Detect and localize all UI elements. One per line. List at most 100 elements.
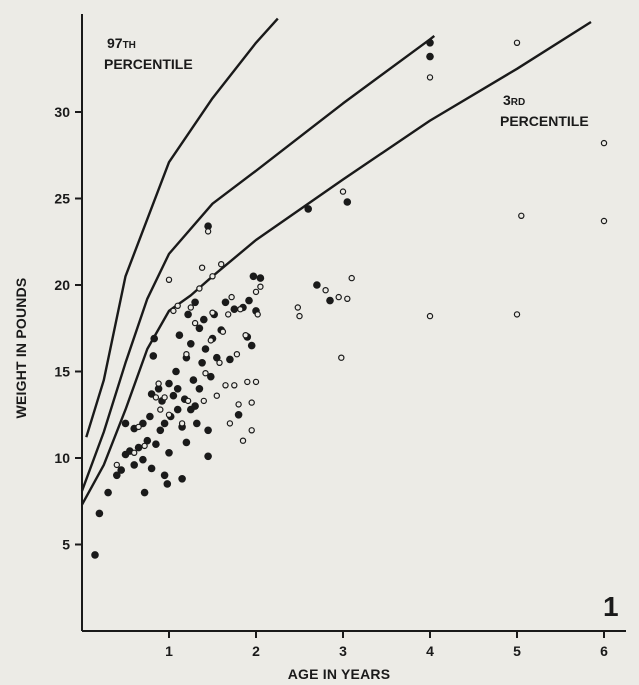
data-point-filled xyxy=(163,480,172,488)
data-point-filled xyxy=(91,551,99,559)
data-point-filled xyxy=(426,52,434,61)
data-point-filled xyxy=(230,305,239,314)
data-point-open xyxy=(183,351,190,358)
curve-label-97th-number: 97 xyxy=(107,35,123,51)
data-point-open xyxy=(178,420,186,427)
data-point-filled xyxy=(178,475,186,483)
data-point-open xyxy=(294,304,301,311)
data-point-open xyxy=(235,401,242,408)
data-point-filled xyxy=(191,298,199,307)
data-point-filled xyxy=(247,341,256,350)
data-point-open xyxy=(600,217,608,225)
data-point-filled xyxy=(326,296,334,305)
y-tick-label: 20 xyxy=(54,277,70,293)
data-point-open xyxy=(600,139,608,147)
data-point-open xyxy=(518,212,525,219)
data-point-open xyxy=(170,307,177,315)
x-tick-label: 4 xyxy=(426,643,434,659)
data-point-open xyxy=(338,354,345,361)
data-point-open xyxy=(202,370,209,377)
data-point-filled xyxy=(304,205,313,213)
data-point-filled xyxy=(152,440,160,449)
data-point-filled xyxy=(130,461,138,469)
data-point-filled xyxy=(117,466,125,474)
data-point-open xyxy=(196,285,203,292)
data-point-open xyxy=(217,261,225,268)
curve-median xyxy=(80,34,436,492)
data-point-open xyxy=(204,228,212,235)
data-point-open xyxy=(239,437,247,444)
data-point-open xyxy=(513,311,521,318)
data-points xyxy=(91,39,608,559)
y-tick-label: 15 xyxy=(54,364,70,380)
data-point-open xyxy=(157,406,164,413)
data-point-open xyxy=(231,382,238,389)
data-point-filled xyxy=(184,310,192,319)
data-point-open xyxy=(513,39,521,47)
axis-ticks: 1 2 3 4 5 6 5 10 15 20 25 30 xyxy=(54,104,608,659)
data-point-open xyxy=(209,309,216,316)
data-point-open xyxy=(165,276,173,283)
data-point-filled xyxy=(426,39,434,47)
data-point-filled xyxy=(169,391,178,400)
data-point-filled xyxy=(191,402,199,410)
data-point-open xyxy=(113,461,121,469)
data-point-filled xyxy=(134,443,143,452)
data-point-filled xyxy=(147,464,156,473)
x-tick-label: 3 xyxy=(339,643,347,659)
data-point-filled xyxy=(343,198,352,206)
data-point-open xyxy=(213,392,220,399)
data-point-filled xyxy=(139,455,147,464)
curve-label-97th-line2: PERCENTILE xyxy=(104,56,193,72)
data-point-open xyxy=(339,188,347,195)
data-point-open xyxy=(191,319,199,327)
y-tick-label: 30 xyxy=(54,104,70,120)
data-point-filled xyxy=(113,471,121,480)
data-point-filled xyxy=(95,509,104,518)
x-tick-label: 2 xyxy=(252,643,260,659)
data-point-filled xyxy=(245,296,253,305)
data-point-open xyxy=(174,302,181,309)
data-point-filled xyxy=(165,449,173,457)
y-axis-title: WEIGHT IN POUNDS xyxy=(13,278,29,419)
data-point-filled xyxy=(154,385,163,393)
data-point-filled xyxy=(204,426,212,435)
percentile-curves xyxy=(80,17,592,506)
curve-label-97th-suffix: TH xyxy=(123,40,136,51)
data-point-filled xyxy=(195,324,204,333)
data-point-filled xyxy=(146,412,154,421)
data-point-filled xyxy=(149,352,158,360)
data-point-open xyxy=(254,311,261,318)
data-point-filled xyxy=(172,367,180,376)
data-point-open xyxy=(248,399,255,406)
data-point-open xyxy=(224,311,232,318)
curve-label-3rd-suffix: RD xyxy=(511,97,525,108)
data-point-filled xyxy=(104,488,112,497)
data-point-open xyxy=(184,397,192,405)
data-point-open xyxy=(242,332,249,339)
data-point-filled xyxy=(160,419,169,428)
y-tick-label: 25 xyxy=(54,191,70,207)
data-point-filled xyxy=(140,488,149,497)
data-point-open xyxy=(152,394,160,401)
data-point-open xyxy=(237,306,244,313)
data-point-open xyxy=(252,288,260,296)
data-point-open xyxy=(257,283,264,290)
data-point-open xyxy=(216,359,223,366)
data-point-filled xyxy=(160,471,169,480)
data-point-open xyxy=(222,382,229,389)
data-point-open xyxy=(348,274,355,282)
curve-3rd-percentile xyxy=(80,20,592,506)
data-point-open xyxy=(207,337,214,344)
data-point-open xyxy=(209,273,216,280)
data-point-filled xyxy=(198,359,206,367)
data-point-open xyxy=(322,287,329,294)
data-point-open xyxy=(141,442,148,450)
data-point-filled xyxy=(189,376,198,384)
data-point-filled xyxy=(201,345,210,353)
data-point-filled xyxy=(195,385,204,393)
data-point-filled xyxy=(213,353,221,362)
data-point-open xyxy=(228,293,235,301)
data-point-open xyxy=(187,304,194,311)
figure-number: 1 xyxy=(603,591,619,622)
